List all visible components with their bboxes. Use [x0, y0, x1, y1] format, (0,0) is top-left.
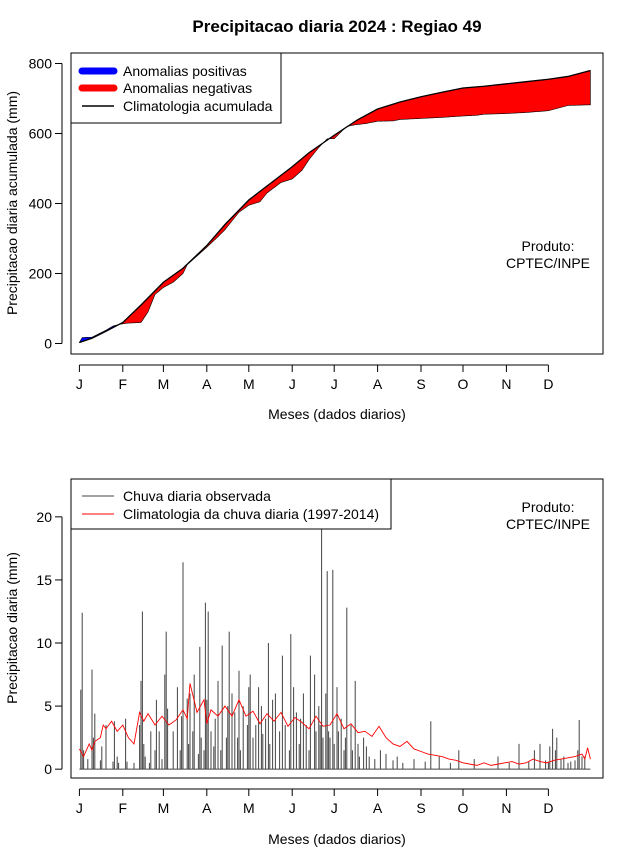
chart-daily-x-tick-label: O — [458, 800, 469, 816]
chart-daily-y-tick-label: 5 — [44, 698, 52, 714]
chart-daily-x-tick-label: D — [543, 800, 553, 816]
chart-daily-y-tick-label: 0 — [44, 761, 52, 777]
chart-daily-x-tick-label: J — [76, 800, 83, 816]
chart-accumulated-x-tick-label: J — [289, 376, 296, 392]
chart-daily-x-tick-label: M — [158, 800, 170, 816]
chart-accumulated: J F M A M J J A S O N D 0 200 400 600 800 Precipitacao d… — [4, 52, 604, 422]
chart-daily-y-tick-label: 10 — [36, 635, 52, 651]
chart-accumulated-y-tick-label: 400 — [29, 196, 53, 212]
legend-label-negative: Anomalias negativas — [123, 80, 252, 96]
chart-daily-x-tick-label: J — [289, 800, 296, 816]
chart-daily: J F M A M J J A S O N D 0 5 10 15 20 Precipitacao diaria… — [4, 478, 604, 847]
climatology-accumulated-line — [79, 69, 591, 344]
chart-daily-axes: J F M A M J J A S O N D 0 5 10 15 20 — [36, 509, 553, 816]
chart-daily-x-tick-label: M — [243, 800, 255, 816]
chart-accumulated-y-tick-label: 600 — [29, 126, 53, 142]
chart-accumulated-x-tick-label: S — [416, 376, 425, 392]
legend-box — [70, 478, 392, 530]
chart-accumulated-frame — [70, 52, 604, 355]
legend-box — [70, 52, 282, 124]
chart-accumulated-x-tick-label: O — [458, 376, 469, 392]
chart-accumulated-x-tick-label: D — [543, 376, 553, 392]
chart-accumulated-x-tick-label: M — [158, 376, 170, 392]
chart-daily-x-tick-label: J — [331, 800, 338, 816]
chart-daily-y-tick-label: 15 — [36, 572, 52, 588]
chart-accumulated-x-axis-label: Meses (dados diarios) — [268, 406, 406, 422]
chart-daily-x-axis-label: Meses (dados diarios) — [268, 831, 406, 847]
chart-daily-plot-area — [79, 526, 591, 770]
climatology-daily-line — [79, 683, 591, 766]
chart-accumulated-x-tick-label: N — [501, 376, 511, 392]
chart-accumulated-x-tick-label: F — [119, 376, 128, 392]
chart-daily-y-axis-label: Precipitacao diaria (mm) — [4, 552, 20, 704]
chart-accumulated-x-tick-label: J — [76, 376, 83, 392]
chart-accumulated-plot-area — [78, 69, 591, 344]
chart-daily-x-tick-label: F — [119, 800, 128, 816]
chart-accumulated-watermark-line-1: Produto: — [522, 238, 575, 254]
chart-accumulated-x-tick-label: M — [243, 376, 255, 392]
figure-title: Precipitacao diaria 2024 : Regiao 49 — [192, 17, 481, 36]
chart-accumulated-x-tick-label: J — [331, 376, 338, 392]
chart-accumulated-y-axis-label: Precipitacao diaria acumulada (mm) — [4, 91, 20, 315]
chart-accumulated-legend: Anomalias positivas Anomalias negativas … — [70, 52, 282, 124]
chart-accumulated-y-tick-label: 200 — [29, 266, 53, 282]
legend-label-climatology: Climatologia acumulada — [123, 98, 273, 114]
chart-accumulated-x-tick-label: A — [373, 376, 383, 392]
chart-daily-legend: Chuva diaria observada Climatologia da c… — [70, 478, 392, 530]
chart-daily-watermark-line-2: CPTEC/INPE — [506, 516, 590, 532]
legend-label-positive: Anomalias positivas — [123, 63, 247, 79]
chart-accumulated-axes: J F M A M J J A S O N D 0 200 400 600 800 — [29, 56, 554, 393]
chart-daily-x-tick-label: S — [416, 800, 425, 816]
legend-label-observed: Chuva diaria observada — [123, 488, 271, 504]
chart-accumulated-y-tick-label: 800 — [29, 56, 53, 72]
chart-daily-x-tick-label: N — [501, 800, 511, 816]
chart-accumulated-watermark-line-2: CPTEC/INPE — [506, 255, 590, 271]
chart-daily-watermark-line-1: Produto: — [522, 499, 575, 515]
chart-accumulated-y-tick-label: 0 — [44, 336, 52, 352]
chart-daily-x-tick-label: A — [373, 800, 383, 816]
chart-daily-x-tick-label: A — [202, 800, 212, 816]
chart-accumulated-x-tick-label: A — [202, 376, 212, 392]
chart-daily-y-tick-label: 20 — [36, 509, 52, 525]
legend-label-climatology: Climatologia da chuva diaria (1997-2014) — [123, 506, 379, 522]
